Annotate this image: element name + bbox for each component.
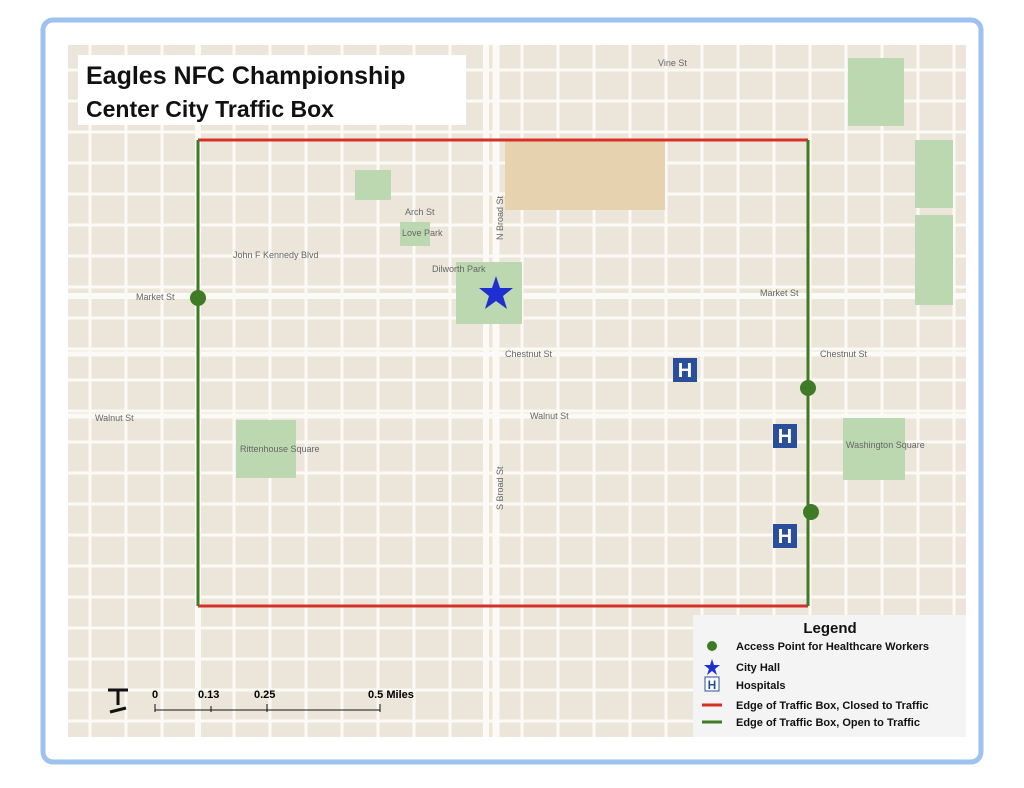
street-label: Vine St <box>658 58 687 68</box>
legend-item: Edge of Traffic Box, Open to Traffic <box>736 717 920 729</box>
title: Eagles NFC Championship <box>86 62 405 90</box>
street-label: Market St <box>760 288 799 298</box>
legend-icon <box>704 676 720 692</box>
scale-label: 0 <box>152 689 158 701</box>
street-label: Love Park <box>402 228 443 238</box>
north-arrow <box>108 688 128 714</box>
svg-text:H: H <box>778 526 792 548</box>
legend-item: City Hall <box>736 662 780 674</box>
street-label: Rittenhouse Square <box>240 444 320 454</box>
street-label: Chestnut St <box>820 349 868 359</box>
street-label: Walnut St <box>95 413 134 423</box>
legend-icon: H <box>708 678 717 692</box>
legend-item: Edge of Traffic Box, Closed to Traffic <box>736 700 929 712</box>
scale-label: 0.5 Miles <box>368 689 414 701</box>
legend-icon <box>704 659 720 675</box>
hospitals: H H H <box>673 358 797 548</box>
street-label: Arch St <box>405 207 435 217</box>
street-labels: Market St Market St Chestnut St Chestnut… <box>95 58 925 510</box>
title-box <box>78 55 466 125</box>
svg-text:H: H <box>678 360 692 382</box>
street-label: Dilworth Park <box>432 264 486 274</box>
svg-text:H: H <box>778 426 792 448</box>
street-label: Washington Square <box>846 440 925 450</box>
parks <box>236 58 953 480</box>
legend-item: Hospitals <box>736 680 786 692</box>
scale-bar <box>154 704 381 712</box>
street-label: S Broad St <box>495 466 505 510</box>
street-label: Market St <box>136 292 175 302</box>
street-label: Walnut St <box>530 411 569 421</box>
city-hall-star <box>479 276 513 309</box>
street-grid <box>68 45 966 737</box>
scale-label: 0.25 <box>254 689 275 701</box>
legend-item: Access Point for Healthcare Workers <box>736 641 929 653</box>
scale-label: 0.13 <box>198 689 219 701</box>
legend-box <box>693 615 966 737</box>
subtitle: Center City Traffic Box <box>86 96 334 122</box>
legend-icon <box>707 641 717 651</box>
convention-center <box>505 140 665 210</box>
legend-title: Legend <box>803 620 856 637</box>
street-label: John F Kennedy Blvd <box>233 250 319 260</box>
access-points <box>190 290 819 520</box>
street-label: Chestnut St <box>505 349 553 359</box>
street-label: N Broad St <box>495 195 505 240</box>
